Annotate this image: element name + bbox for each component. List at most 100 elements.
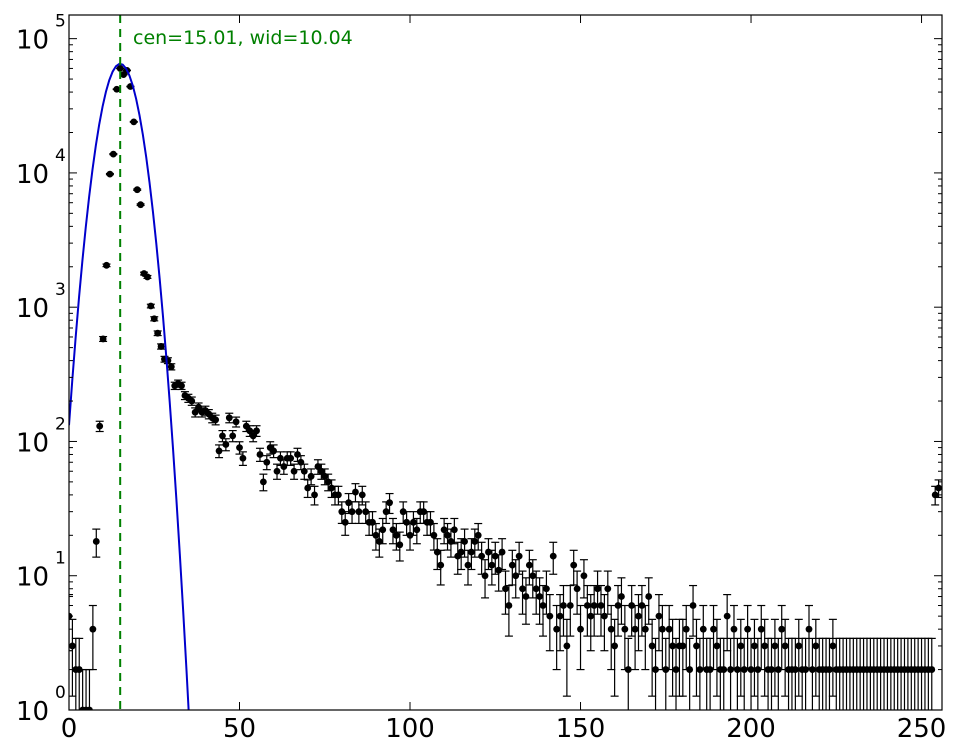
data-point [481, 572, 489, 580]
data-point [781, 642, 789, 650]
data-point [358, 491, 366, 499]
data-point [618, 593, 625, 600]
data-point [665, 625, 673, 633]
data-point [502, 585, 509, 593]
data-point [328, 484, 335, 492]
data-point [529, 572, 537, 580]
data-point [679, 642, 687, 650]
x-tick-label: 50 [223, 714, 256, 744]
data-point [96, 422, 104, 430]
data-point [686, 666, 694, 673]
data-point [386, 499, 393, 507]
y-tick-label-base: 10 [16, 563, 49, 593]
data-point [737, 642, 745, 650]
data-point [648, 642, 656, 650]
plot-frame [68, 14, 943, 711]
data-point [311, 491, 318, 499]
data-point [232, 418, 240, 426]
y-tick-label-exponent: 1 [55, 549, 66, 569]
data-point [389, 526, 397, 534]
data-point [498, 548, 506, 556]
data-point [583, 602, 591, 609]
data-point [536, 593, 544, 600]
data-point [253, 427, 260, 435]
data-point [805, 625, 813, 633]
data-point [614, 602, 622, 609]
data-point [116, 65, 124, 72]
data-point [573, 585, 581, 593]
y-tick-label-exponent: 0 [55, 683, 66, 703]
data-point [239, 454, 247, 462]
data-point [219, 432, 226, 440]
axis-ticks [68, 15, 942, 711]
data-point [594, 585, 601, 593]
data-point [467, 548, 475, 556]
data-point [430, 531, 438, 539]
data-point [607, 625, 615, 633]
data-point [440, 526, 448, 534]
data-point [515, 552, 523, 560]
data-point [229, 432, 237, 440]
data-point [433, 548, 441, 556]
data-point [457, 548, 465, 556]
data-point [437, 561, 445, 569]
data-point [751, 642, 758, 650]
data-point [699, 625, 707, 633]
data-point [307, 472, 315, 480]
data-point [287, 454, 295, 462]
data-point [795, 642, 803, 650]
x-tick-label: 250 [897, 714, 947, 744]
data-point [280, 463, 288, 470]
data-point [682, 625, 690, 633]
data-point [669, 642, 676, 650]
data-point [768, 666, 775, 673]
data-point [733, 666, 741, 673]
y-tick-label-base: 10 [16, 26, 49, 56]
data-point [508, 561, 516, 569]
plot-area [69, 15, 942, 710]
data-point [655, 612, 663, 620]
data-point [92, 538, 100, 545]
data-point [931, 491, 939, 499]
data-point [829, 642, 837, 650]
data-point [928, 666, 936, 673]
data-point [157, 343, 165, 350]
data-point [137, 201, 145, 209]
data-point [167, 363, 175, 371]
data-point [747, 666, 755, 673]
data-point [672, 666, 680, 673]
data-point [392, 531, 400, 539]
data-point [222, 441, 230, 448]
data-point [631, 625, 639, 633]
data-point [580, 572, 588, 580]
data-point [935, 484, 942, 492]
data-point [270, 447, 278, 455]
y-tick-label-base: 10 [16, 428, 49, 458]
data-point [730, 625, 738, 633]
data-point [188, 397, 196, 405]
data-point [519, 585, 526, 593]
data-point [505, 602, 513, 609]
y-tick-label-base: 10 [16, 697, 49, 727]
data-point [491, 552, 499, 560]
data-point [488, 561, 496, 569]
fit-curve [69, 62, 190, 710]
data-point [236, 444, 243, 452]
data-point [539, 602, 547, 609]
data-point [693, 642, 700, 650]
data-point [106, 170, 114, 178]
data-point [372, 531, 380, 539]
data-point [403, 518, 411, 526]
data-point [396, 541, 404, 549]
data-point [133, 186, 141, 194]
data-point [723, 612, 731, 620]
fit-annotation: cen=15.01, wid=10.04 [133, 27, 353, 49]
data-point [178, 382, 185, 390]
data-point [348, 508, 356, 516]
data-point [826, 666, 833, 673]
data-point [410, 518, 417, 526]
data-point [689, 602, 697, 609]
data-point [464, 561, 472, 569]
